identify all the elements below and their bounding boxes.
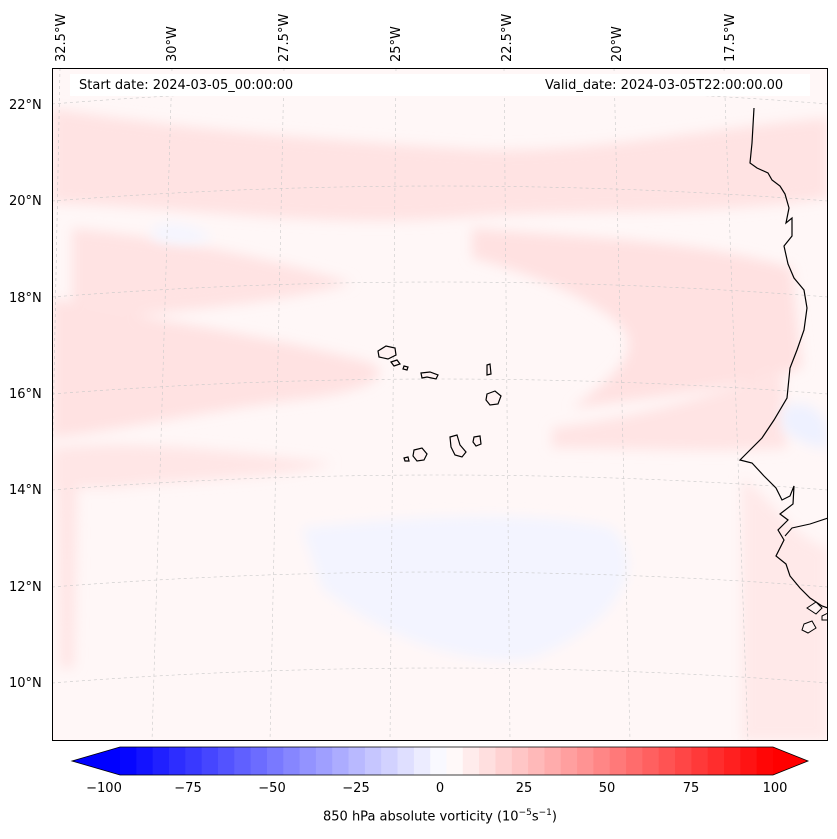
colorbar-cell: [120, 747, 137, 775]
graticule: [52, 68, 828, 741]
lat-label-10n: 10°N: [9, 676, 42, 691]
cb-tick-minus-75: −75: [174, 781, 202, 796]
colorbar-cell: [740, 747, 758, 775]
island-boa-vista: [485, 390, 502, 406]
lat-label-14n: 14°N: [9, 483, 42, 498]
cb-tick-minus-50: −50: [258, 781, 286, 796]
colorbar-cell: [266, 747, 284, 775]
colorbar-cell: [201, 747, 219, 775]
colorbar-cell: [283, 747, 301, 775]
lon-label-20w: 20°W: [610, 26, 625, 62]
colorbar-cell: [626, 747, 644, 775]
colorbar-cell: [462, 747, 480, 775]
lon-label-25w: 25°W: [389, 26, 404, 62]
lon-label-17-5w: 17.5°W: [723, 13, 738, 62]
colorbar-cell: [511, 747, 529, 775]
colorbar-cell: [430, 747, 448, 775]
island-brava: [403, 456, 410, 462]
island-sao-vicente: [390, 359, 401, 367]
island-sal: [486, 363, 492, 376]
colorbar-label: 850 hPa absolute vorticity (10−5s−1): [323, 808, 557, 825]
colorbar-cell: [560, 747, 578, 775]
cb-tick-75: 75: [682, 781, 700, 796]
lon-label-32-5w: 32.5°W: [54, 13, 69, 62]
lon-label-27-5w: 27.5°W: [277, 13, 292, 62]
colorbar-cell: [446, 747, 464, 775]
cape-verde-islands: [377, 345, 502, 462]
colorbar-cell: [217, 747, 235, 775]
colorbar-cell: [707, 747, 725, 775]
cb-tick-25: 25: [515, 781, 533, 796]
colorbar-cell: [642, 747, 660, 775]
colorbar-cell: [495, 747, 513, 775]
colorbar: [70, 746, 810, 776]
gambia-coastline: [784, 517, 828, 537]
colorbar-cell: [234, 747, 252, 775]
colorbar-cell: [250, 747, 268, 775]
lon-label-22-5w: 22.5°W: [500, 13, 515, 62]
colorbar-cell: [691, 747, 709, 775]
colorbar-cell: [136, 747, 154, 775]
bijagos-islands: [801, 601, 828, 634]
colorbar-min-extension: [72, 747, 120, 775]
colorbar-cell: [168, 747, 186, 775]
colorbar-cell: [479, 747, 497, 775]
colorbar-cell: [724, 747, 741, 775]
island-santiago: [449, 434, 467, 458]
colorbar-cell: [528, 747, 546, 775]
colorbar-cell: [609, 747, 627, 775]
cb-tick-50: 50: [598, 781, 616, 796]
colorbar-cell: [593, 747, 611, 775]
colorbar-cell: [577, 747, 595, 775]
cb-tick-minus-100: −100: [86, 781, 122, 796]
lat-label-12n: 12°N: [9, 580, 42, 595]
colorbar-cells: [120, 747, 774, 775]
colorbar-cell: [364, 747, 382, 775]
start-date: Start date: 2024-03-05_00:00:00: [79, 78, 294, 93]
island-santo-antao: [377, 345, 397, 360]
cb-tick-100: 100: [762, 781, 788, 796]
colorbar-cell: [658, 747, 676, 775]
colorbar-cell: [332, 747, 350, 775]
lat-label-20n: 20°N: [9, 194, 42, 209]
island-maio: [472, 435, 482, 447]
colorbar-cell: [348, 747, 366, 775]
valid-date: Valid_date: 2024-03-05T22:00:00.00: [545, 78, 784, 93]
colorbar-cell: [315, 747, 333, 775]
colorbar-cell: [299, 747, 317, 775]
colorbar-max-extension: [773, 747, 808, 775]
positive-vorticity-fill: [52, 108, 828, 741]
vorticity-map: [52, 68, 828, 741]
island-sao-nicolau: [420, 371, 439, 380]
colorbar-cell: [756, 747, 774, 775]
colorbar-outline: [70, 746, 810, 776]
colorbar-cell: [544, 747, 562, 775]
colorbar-cell: [675, 747, 692, 775]
colorbar-cell: [185, 747, 203, 775]
lat-label-22n: 22°N: [9, 98, 42, 113]
cb-tick-0: 0: [435, 781, 445, 796]
island-fogo: [412, 447, 428, 462]
cb-tick-minus-25: −25: [342, 781, 370, 796]
island-santa-luzia: [402, 365, 409, 371]
header-band: [70, 74, 810, 96]
lat-label-16n: 16°N: [9, 387, 42, 402]
colorbar-cell: [397, 747, 415, 775]
west-africa-coastline: [738, 107, 828, 609]
lat-label-18n: 18°N: [9, 291, 42, 306]
lon-label-30w: 30°W: [165, 26, 180, 62]
map-frame: [52, 68, 828, 741]
colorbar-cell: [381, 747, 399, 775]
colorbar-cell: [152, 747, 170, 775]
colorbar-cell: [413, 747, 431, 775]
